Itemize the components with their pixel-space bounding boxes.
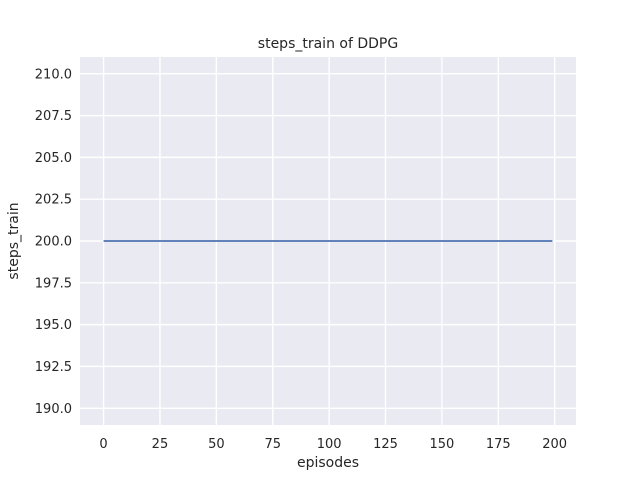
y-tick-label: 200.0: [35, 235, 72, 250]
x-tick-label: 175: [486, 437, 511, 452]
x-tick-label: 25: [152, 437, 169, 452]
tick-labels: 0 25 50 75 100 125 150 175 200 190.0 192.5 195.0 197…: [35, 67, 567, 452]
x-axis-label: episodes: [297, 455, 359, 471]
y-tick-label: 195.0: [35, 318, 72, 333]
y-tick-label: 202.5: [35, 193, 72, 208]
y-tick-label: 190.0: [35, 402, 72, 417]
y-axis-label: steps_train: [6, 202, 22, 279]
x-tick-label: 0: [99, 437, 107, 452]
x-tick-label: 200: [542, 437, 567, 452]
y-tick-label: 197.5: [35, 276, 72, 291]
y-tick-label: 192.5: [35, 360, 72, 375]
x-tick-label: 50: [208, 437, 225, 452]
x-tick-label: 75: [264, 437, 281, 452]
y-tick-label: 210.0: [35, 67, 72, 82]
x-tick-label: 150: [429, 437, 454, 452]
chart-title: steps_train of DDPG: [258, 36, 398, 52]
y-tick-label: 207.5: [35, 109, 72, 124]
x-tick-label: 125: [373, 437, 398, 452]
x-tick-label: 100: [317, 437, 342, 452]
y-tick-label: 205.0: [35, 151, 72, 166]
